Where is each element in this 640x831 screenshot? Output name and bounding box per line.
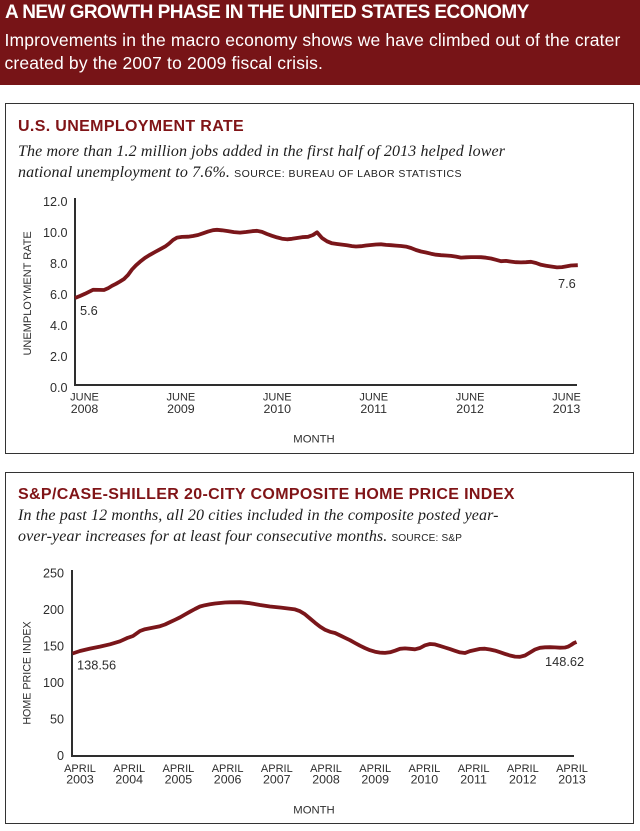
svg-text:APRIL: APRIL — [212, 763, 244, 775]
svg-text:2004: 2004 — [115, 773, 143, 787]
svg-text:2009: 2009 — [361, 773, 389, 787]
svg-text:2008: 2008 — [312, 773, 340, 787]
svg-text:2.0: 2.0 — [50, 350, 68, 364]
svg-text:150: 150 — [43, 640, 64, 654]
svg-text:200: 200 — [43, 603, 64, 617]
svg-text:2006: 2006 — [214, 773, 242, 787]
svg-text:8.0: 8.0 — [50, 257, 68, 271]
svg-text:JUNE: JUNE — [456, 391, 485, 403]
svg-text:2005: 2005 — [165, 773, 193, 787]
svg-text:2010: 2010 — [411, 773, 439, 787]
svg-text:2009: 2009 — [167, 402, 195, 416]
svg-text:2012: 2012 — [509, 773, 537, 787]
svg-text:4.0: 4.0 — [50, 319, 68, 333]
svg-text:2008: 2008 — [71, 402, 99, 416]
svg-text:JUNE: JUNE — [263, 391, 292, 403]
svg-text:5.6: 5.6 — [80, 303, 98, 318]
svg-text:APRIL: APRIL — [64, 763, 96, 775]
svg-text:JUNE: JUNE — [552, 391, 581, 403]
svg-text:12.0: 12.0 — [43, 195, 68, 209]
svg-text:7.6: 7.6 — [558, 276, 576, 291]
svg-text:2011: 2011 — [360, 402, 387, 416]
svg-text:0: 0 — [57, 749, 64, 763]
svg-text:HOME PRICE INDEX: HOME PRICE INDEX — [21, 621, 33, 724]
svg-text:MONTH: MONTH — [293, 433, 334, 445]
svg-text:APRIL: APRIL — [310, 763, 342, 775]
svg-text:50: 50 — [50, 713, 64, 727]
svg-text:APRIL: APRIL — [261, 763, 293, 775]
svg-text:APRIL: APRIL — [359, 763, 391, 775]
svg-text:APRIL: APRIL — [556, 763, 588, 775]
svg-text:138.56: 138.56 — [77, 658, 116, 673]
svg-text:APRIL: APRIL — [458, 763, 490, 775]
svg-text:APRIL: APRIL — [409, 763, 441, 775]
svg-text:250: 250 — [43, 567, 64, 581]
svg-text:2013: 2013 — [553, 402, 581, 416]
svg-text:100: 100 — [43, 676, 64, 690]
svg-text:MONTH: MONTH — [293, 805, 334, 817]
svg-text:10.0: 10.0 — [43, 226, 68, 240]
svg-text:UNEMPLOYMENT RATE: UNEMPLOYMENT RATE — [22, 231, 34, 355]
svg-text:JUNE: JUNE — [359, 391, 388, 403]
svg-text:6.0: 6.0 — [50, 288, 68, 302]
svg-text:JUNE: JUNE — [70, 391, 99, 403]
svg-text:2003: 2003 — [66, 773, 94, 787]
svg-text:APRIL: APRIL — [507, 763, 539, 775]
svg-text:APRIL: APRIL — [113, 763, 145, 775]
svg-text:JUNE: JUNE — [167, 391, 196, 403]
svg-text:2011: 2011 — [460, 773, 487, 787]
svg-text:2007: 2007 — [263, 773, 291, 787]
svg-text:2012: 2012 — [456, 402, 484, 416]
svg-text:APRIL: APRIL — [163, 763, 195, 775]
svg-text:148.62: 148.62 — [545, 654, 584, 669]
svg-text:2010: 2010 — [264, 402, 292, 416]
svg-text:2013: 2013 — [558, 773, 586, 787]
svg-text:0.0: 0.0 — [50, 381, 68, 395]
